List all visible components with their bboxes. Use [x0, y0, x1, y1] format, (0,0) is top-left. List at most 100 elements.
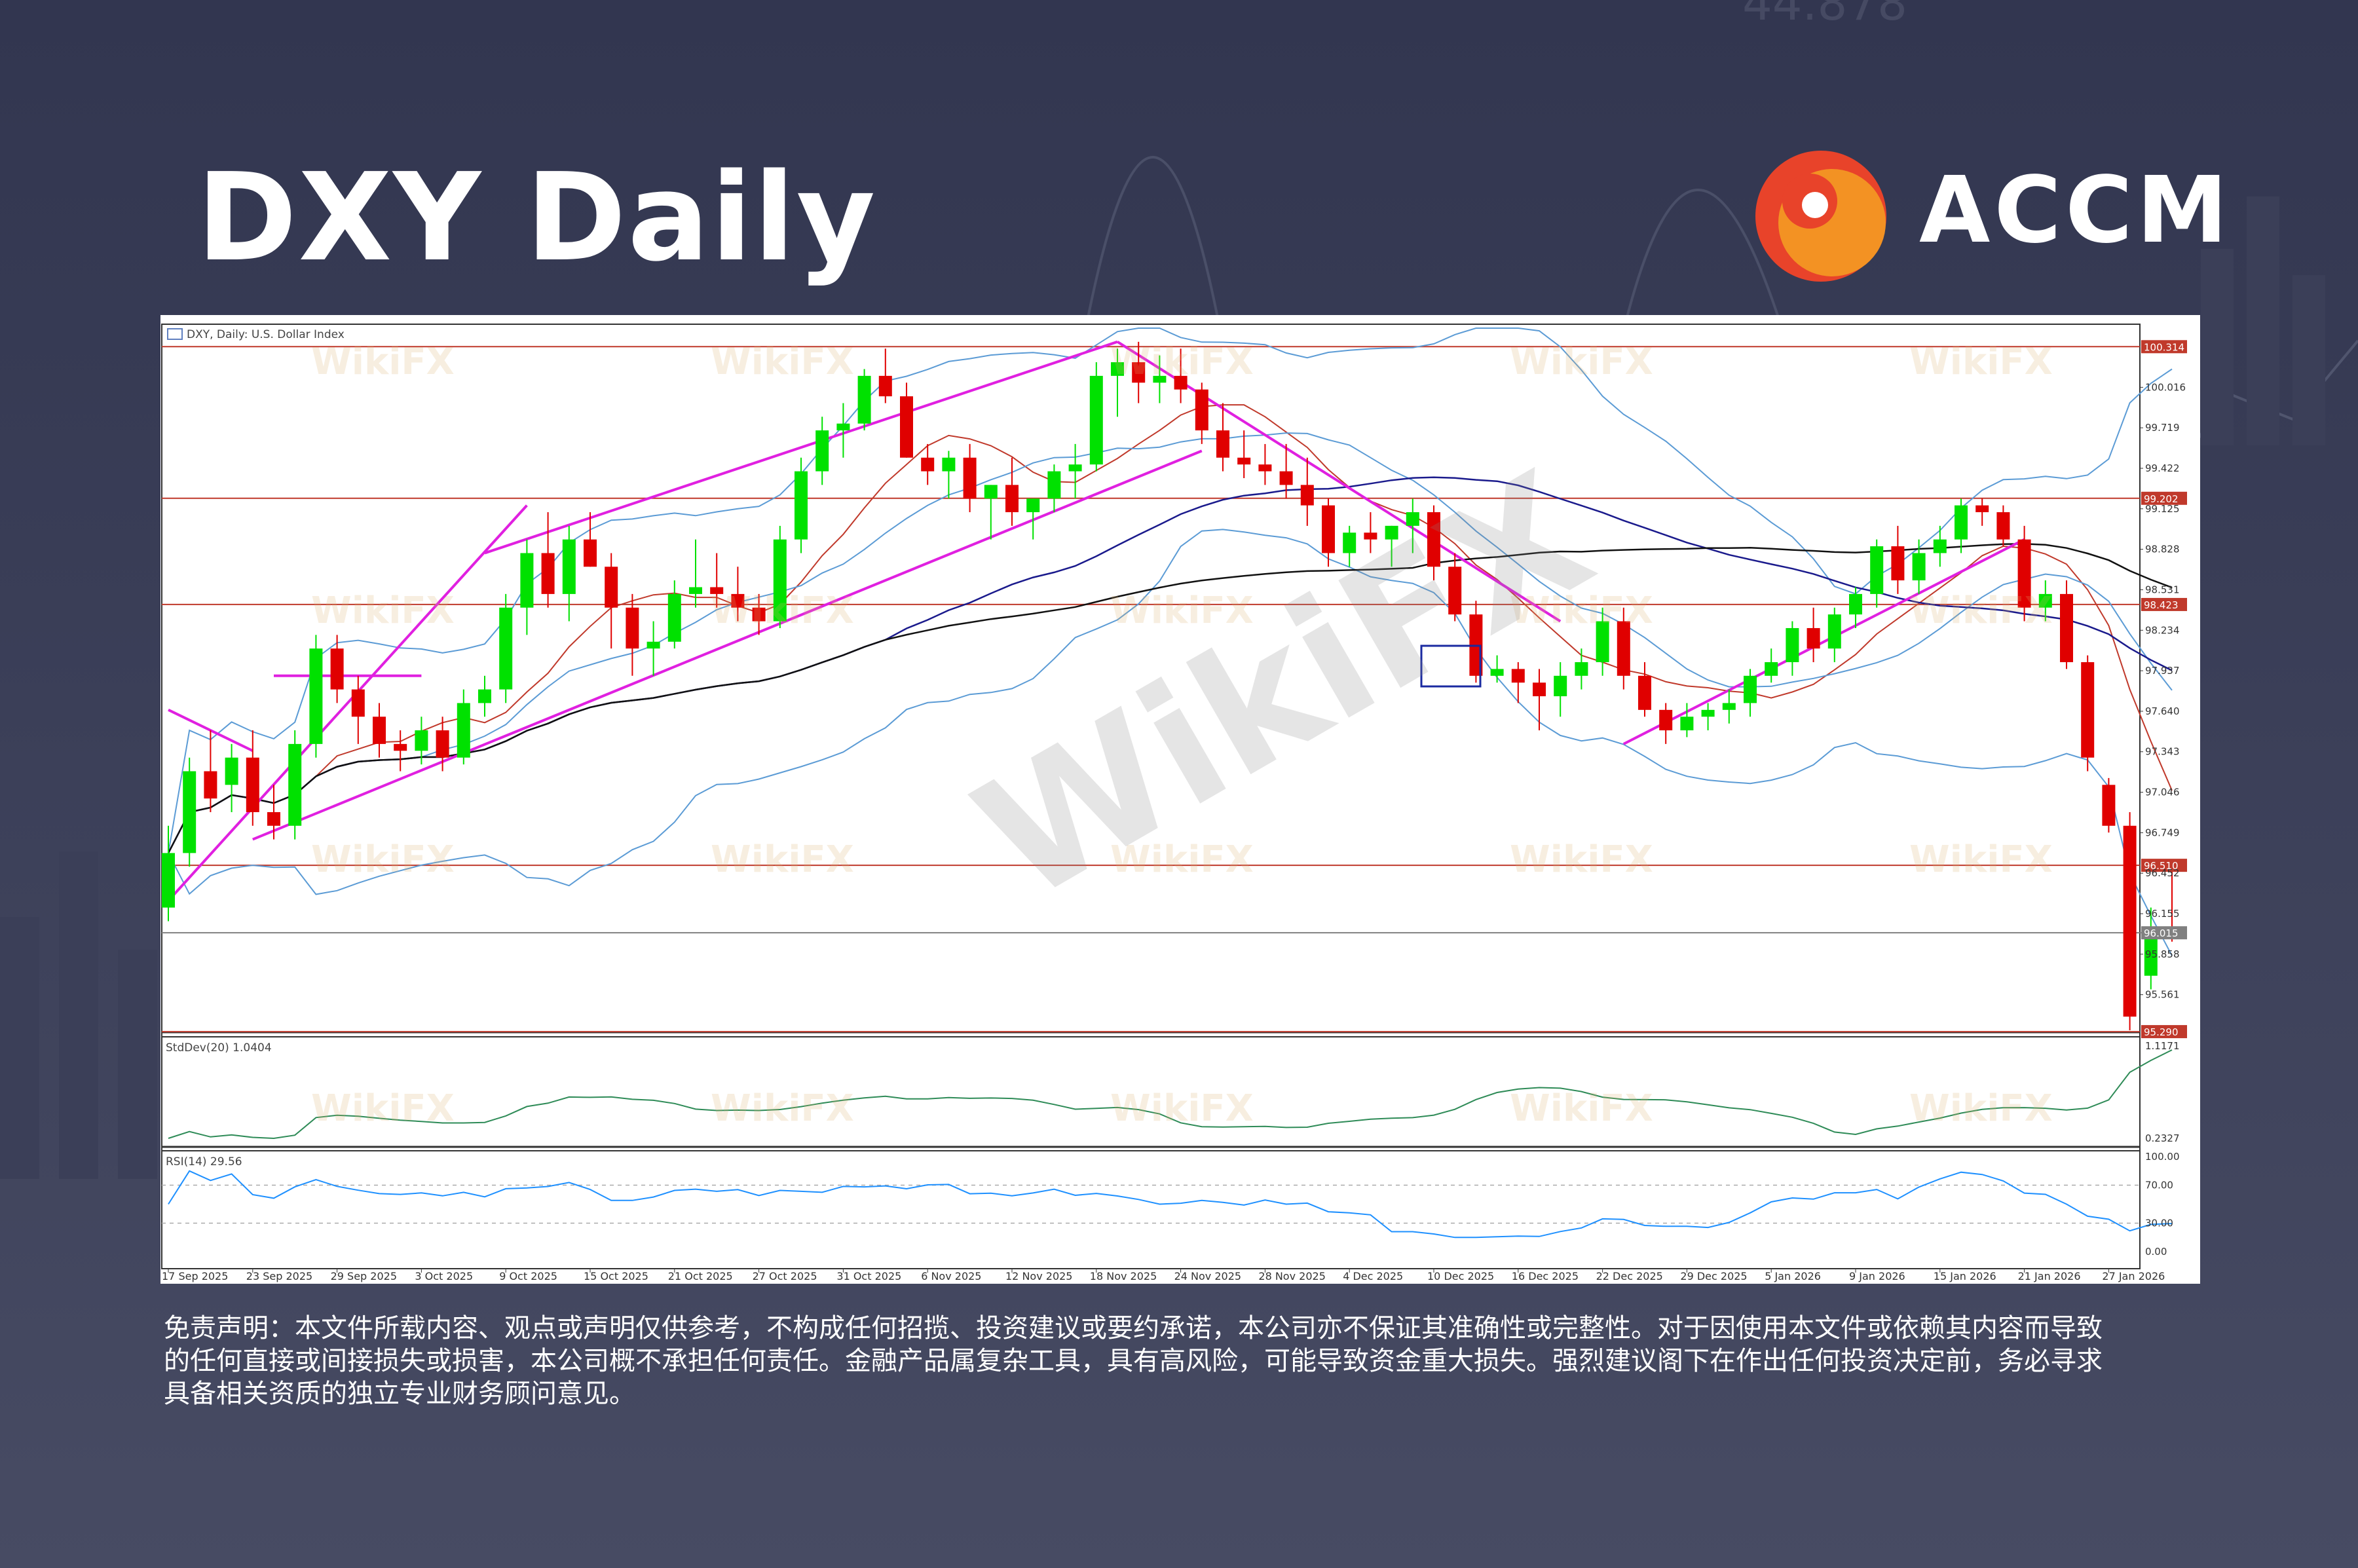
level-label: 96.510	[2144, 860, 2179, 872]
price-tick-label: 97.937	[2145, 665, 2180, 677]
watermark-text: WikiFX	[1909, 838, 2053, 881]
candle-up	[1026, 498, 1040, 513]
candle-down	[710, 587, 724, 594]
candle-up	[1343, 532, 1357, 553]
price-tick-label: 98.828	[2145, 544, 2180, 555]
price-tick-label: 98.531	[2145, 584, 2180, 595]
watermark-text: WikiFX	[1110, 341, 1254, 383]
ma-long	[167, 543, 2173, 853]
candle-up	[1722, 703, 1736, 710]
candle-up	[520, 553, 534, 608]
rsi-label: RSI(14) 29.56	[166, 1155, 242, 1168]
candle-down	[1427, 512, 1440, 567]
candle-up	[457, 703, 470, 758]
candle-up	[1111, 362, 1124, 376]
disclaimer-line: 的任何直接或间接损失或损害，本公司概不承担任何责任。金融产品属复杂工具，具有高风…	[164, 1346, 2103, 1376]
candle-up	[1406, 512, 1419, 526]
candle-up	[2038, 593, 2052, 608]
candle-down	[921, 457, 935, 472]
x-tick-label: 29 Dec 2025	[1680, 1270, 1747, 1282]
candle-up	[689, 587, 702, 594]
candle-up	[795, 471, 808, 540]
level-label: 96.015	[2144, 927, 2179, 939]
x-tick-label: 4 Dec 2025	[1343, 1270, 1403, 1282]
watermark-text: WikiFX	[711, 1087, 854, 1130]
candle-up	[1701, 709, 1715, 717]
candle-up	[667, 593, 681, 642]
watermark-text: WikiFX	[711, 341, 854, 383]
candle-down	[330, 648, 344, 690]
candle-down	[605, 567, 618, 608]
candle-up	[815, 430, 829, 472]
rsi-tick-label: 100.00	[2145, 1151, 2180, 1163]
candle-up	[1933, 539, 1947, 553]
rsi-tick-label: 70.00	[2145, 1180, 2173, 1191]
candle-down	[1659, 709, 1673, 731]
price-tick-label: 99.422	[2145, 462, 2180, 474]
price-tick-label: 95.858	[2145, 948, 2180, 960]
candle-up	[1744, 675, 1757, 703]
candle-down	[1237, 457, 1251, 465]
x-tick-label: 27 Oct 2025	[753, 1270, 817, 1282]
x-tick-label: 18 Nov 2025	[1090, 1270, 1157, 1282]
candle-up	[478, 689, 491, 703]
bg-deco-number: 44.878	[1742, 0, 1907, 31]
price-tick-label: 97.343	[2145, 746, 2180, 758]
trendline-up-1	[167, 504, 528, 902]
x-tick-label: 16 Dec 2025	[1512, 1270, 1579, 1282]
watermark-text: WikiFX	[1510, 589, 1653, 632]
candle-down	[1364, 532, 1377, 540]
candle-down	[1300, 485, 1314, 506]
candle-up	[1786, 627, 1799, 662]
x-tick-label: 29 Sep 2025	[331, 1270, 397, 1282]
candle-down	[1005, 485, 1019, 513]
watermark-text: WikiFX	[1510, 1087, 1653, 1130]
candle-up	[1068, 464, 1082, 472]
x-tick-label: 21 Oct 2025	[668, 1270, 733, 1282]
price-tick-label: 96.749	[2145, 827, 2180, 838]
candle-up	[1047, 471, 1061, 499]
candle-down	[204, 771, 217, 799]
candle-up	[499, 607, 513, 690]
level-tag	[2141, 597, 2187, 611]
candle-up	[1955, 505, 1968, 540]
candle-down	[2060, 593, 2073, 662]
level-tag	[2141, 1025, 2187, 1039]
candle-up	[1596, 621, 1609, 662]
candle-up	[984, 485, 998, 499]
candle-up	[1575, 662, 1588, 676]
candle-up	[1153, 375, 1167, 383]
candle-up	[309, 648, 323, 744]
x-tick-label: 10 Dec 2025	[1427, 1270, 1494, 1282]
candle-down	[394, 743, 407, 751]
candle-down	[900, 396, 913, 458]
price-tick-label: 97.046	[2145, 787, 2180, 798]
page-title: DXY Daily	[196, 147, 877, 288]
candle-down	[436, 730, 449, 758]
candle-up	[562, 539, 576, 594]
candle-down	[1195, 389, 1208, 431]
candle-up	[2144, 927, 2158, 976]
watermark-text: WikiFX	[311, 341, 455, 383]
candle-down	[1216, 430, 1229, 458]
candle-up	[288, 743, 302, 826]
candle-down	[963, 457, 977, 499]
candle-down	[2123, 825, 2137, 1017]
x-tick-label: 17 Sep 2025	[162, 1270, 228, 1282]
candle-up	[1554, 675, 1567, 697]
candle-down	[2017, 539, 2031, 608]
level-tag	[2141, 926, 2187, 940]
candle-up	[225, 757, 238, 785]
trendline-up-3	[1622, 538, 2025, 745]
ma-mid	[168, 432, 2173, 853]
candle-up	[183, 771, 196, 853]
candle-down	[246, 757, 259, 812]
stddev-tick-label: 0.2327	[2145, 1132, 2180, 1144]
symbol-label: DXY, Daily: U.S. Dollar Index	[187, 328, 345, 341]
x-tick-label: 22 Dec 2025	[1596, 1270, 1663, 1282]
stddev-tick-label: 1.1171	[2145, 1040, 2180, 1052]
level-label: 95.290	[2144, 1026, 2179, 1038]
consolidation-box	[1420, 644, 1482, 688]
price-tick-label: 99.719	[2145, 422, 2180, 434]
price-chart: 100.314 99.202 98.423 96.510 96.015 95.290 100…	[161, 324, 2187, 1282]
